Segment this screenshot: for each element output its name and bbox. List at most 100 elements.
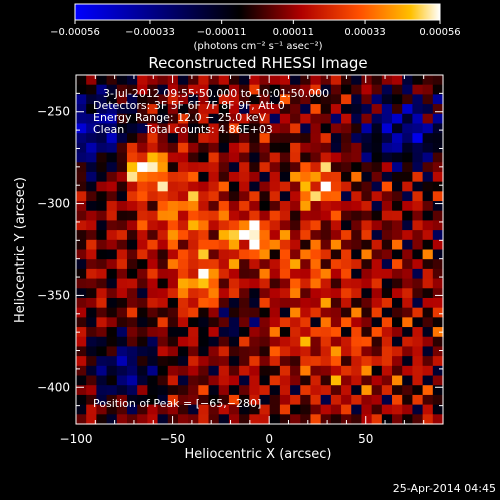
heatmap-cell bbox=[96, 346, 108, 357]
heatmap-cell bbox=[392, 307, 403, 318]
heatmap-cell bbox=[432, 123, 444, 134]
heatmap-cell bbox=[126, 327, 138, 338]
heatmap-cell bbox=[86, 191, 97, 202]
heatmap-cell bbox=[300, 336, 312, 348]
heatmap-cell bbox=[96, 394, 108, 406]
heatmap-cell bbox=[320, 327, 332, 338]
heatmap-cell bbox=[177, 75, 189, 86]
heatmap-cell bbox=[126, 239, 138, 251]
heatmap-cell bbox=[208, 249, 220, 260]
heatmap-cell bbox=[422, 288, 434, 299]
heatmap-cell bbox=[422, 171, 434, 183]
heatmap-cell bbox=[239, 346, 250, 357]
heatmap-cell bbox=[381, 307, 393, 318]
plot-frame bbox=[75, 74, 444, 425]
heatmap-cell bbox=[310, 152, 322, 163]
heatmap-cell bbox=[208, 375, 220, 386]
heatmap-cell bbox=[137, 142, 148, 154]
heatmap-cell bbox=[320, 230, 332, 241]
heatmap-cell bbox=[177, 414, 189, 425]
heatmap-cell bbox=[371, 75, 383, 86]
heatmap-cell bbox=[341, 268, 352, 280]
heatmap-cell bbox=[422, 94, 434, 105]
heatmap-cell bbox=[249, 239, 261, 251]
heatmap-cell bbox=[300, 385, 312, 396]
heatmap-cell bbox=[371, 104, 383, 115]
heatmap-cell bbox=[290, 84, 301, 95]
heatmap-cell bbox=[269, 249, 281, 260]
heatmap-cell bbox=[177, 297, 189, 309]
heatmap-cell bbox=[269, 181, 281, 192]
heatmap-cell bbox=[116, 249, 128, 260]
heatmap-cell bbox=[279, 230, 291, 241]
heatmap-cell bbox=[188, 162, 199, 173]
heatmap-cell bbox=[392, 268, 403, 280]
energy-range-text: Energy Range: 12.0 − 25.0 keV bbox=[93, 111, 267, 124]
heatmap-cell bbox=[76, 230, 87, 241]
heatmap-cell bbox=[239, 94, 250, 105]
heatmap-cell bbox=[167, 394, 179, 406]
heatmap-cell bbox=[157, 210, 169, 222]
heatmap-cell bbox=[147, 230, 159, 241]
heatmap-cell bbox=[76, 210, 87, 222]
heatmap-cell bbox=[137, 317, 148, 328]
heatmap-cell bbox=[188, 230, 199, 241]
heatmap-cell bbox=[188, 278, 199, 289]
heatmap-cell bbox=[290, 171, 301, 183]
heatmap-cell bbox=[279, 317, 291, 328]
heatmap-cell bbox=[188, 394, 199, 406]
heatmap-cell bbox=[330, 346, 342, 357]
heatmap-cell bbox=[259, 375, 271, 386]
heatmap-cell bbox=[126, 268, 138, 280]
heatmap-cell bbox=[432, 142, 444, 154]
heatmap-cell bbox=[239, 288, 250, 299]
heatmap-cell bbox=[116, 123, 128, 134]
heatmap-cell bbox=[310, 414, 322, 425]
heatmap-cell bbox=[249, 210, 261, 222]
heatmap-cell bbox=[157, 278, 169, 289]
heatmap-cell bbox=[351, 171, 363, 183]
heatmap-cell bbox=[371, 365, 383, 377]
heatmap-cell bbox=[310, 142, 322, 154]
heatmap-cell bbox=[198, 288, 210, 299]
heatmap-cell bbox=[167, 356, 179, 367]
heatmap-cell bbox=[310, 327, 322, 338]
heatmap-cell bbox=[106, 327, 118, 338]
heatmap-cell bbox=[208, 75, 220, 86]
heatmap-cell bbox=[126, 113, 138, 125]
heatmap-cell bbox=[218, 414, 230, 425]
heatmap-cell bbox=[381, 375, 393, 386]
heatmap-cell bbox=[432, 210, 444, 222]
heatmap-cell bbox=[412, 336, 424, 348]
heatmap-cell bbox=[351, 104, 363, 115]
heatmap-cell bbox=[167, 230, 179, 241]
heatmap-cell bbox=[147, 162, 159, 173]
heatmap-cell bbox=[361, 84, 373, 95]
heatmap-cell bbox=[351, 210, 363, 222]
heatmap-cell bbox=[381, 171, 393, 183]
heatmap-cell bbox=[341, 201, 352, 212]
heatmap-cell bbox=[330, 259, 342, 270]
heatmap-cell bbox=[290, 317, 301, 328]
heatmap-cell bbox=[126, 84, 138, 95]
heatmap-cell bbox=[188, 259, 199, 270]
heatmap-cell bbox=[147, 123, 159, 134]
heatmap-cell bbox=[157, 268, 169, 280]
heatmap-cell bbox=[330, 268, 342, 280]
heatmap-cell bbox=[126, 210, 138, 222]
heatmap-cell bbox=[106, 346, 118, 357]
heatmap-cell bbox=[208, 327, 220, 338]
heatmap-cell bbox=[432, 133, 444, 144]
heatmap-cell bbox=[371, 142, 383, 154]
heatmap-cell bbox=[259, 288, 271, 299]
heatmap-cell bbox=[208, 365, 220, 377]
heatmap-cell bbox=[137, 327, 148, 338]
heatmap-cell bbox=[239, 336, 250, 348]
heatmap-cell bbox=[290, 75, 301, 86]
heatmap-cell bbox=[137, 162, 148, 173]
heatmap-cell bbox=[371, 191, 383, 202]
heatmap-cell bbox=[188, 327, 199, 338]
heatmap-cell bbox=[300, 152, 312, 163]
heatmap-cell bbox=[290, 201, 301, 212]
heatmap-cell bbox=[86, 414, 97, 425]
